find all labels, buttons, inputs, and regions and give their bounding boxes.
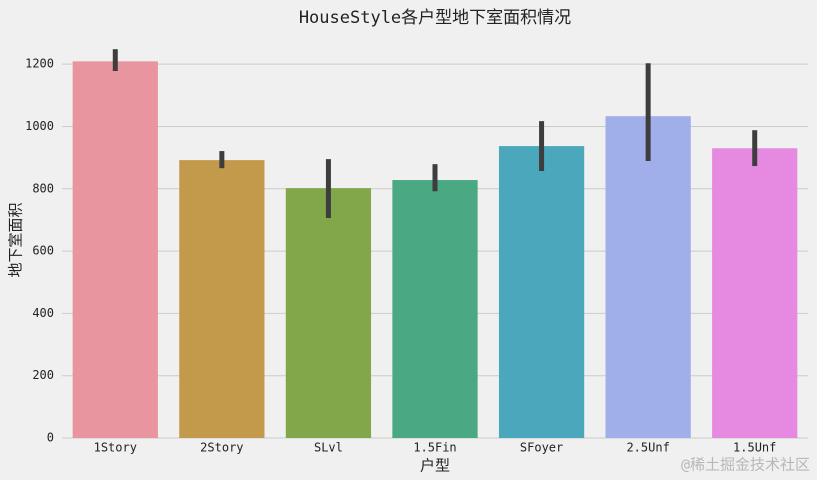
- x-tick-label: 1.5Unf: [733, 441, 776, 455]
- bar: [285, 188, 372, 438]
- y-tick-label: 400: [32, 306, 54, 320]
- bar: [712, 148, 798, 438]
- x-tick-label: SLvl: [314, 441, 343, 455]
- x-tick-label: 2.5Unf: [626, 441, 669, 455]
- y-axis-label: 地下室面积: [7, 202, 25, 277]
- bar: [605, 116, 691, 438]
- y-tick-label: 0: [47, 431, 54, 445]
- x-tick-label: 1.5Fin: [413, 441, 456, 455]
- x-tick-label: SFoyer: [520, 441, 563, 455]
- watermark: @稀土掘金技术社区: [681, 456, 810, 474]
- x-axis-label: 户型: [420, 457, 450, 475]
- bar: [392, 180, 478, 439]
- y-tick-label: 200: [32, 368, 54, 382]
- y-tick-label: 600: [32, 244, 54, 258]
- y-tick-label: 1200: [25, 57, 54, 71]
- y-tick-label: 800: [32, 181, 54, 195]
- y-tick-label: 1000: [25, 119, 54, 133]
- bar: [179, 160, 265, 438]
- bar: [72, 61, 158, 438]
- x-tick-label: 1Story: [94, 441, 137, 455]
- bar: [498, 146, 585, 439]
- chart-title: HouseStyle各户型地下室面积情况: [299, 8, 571, 28]
- x-tick-label: 2Story: [200, 441, 243, 455]
